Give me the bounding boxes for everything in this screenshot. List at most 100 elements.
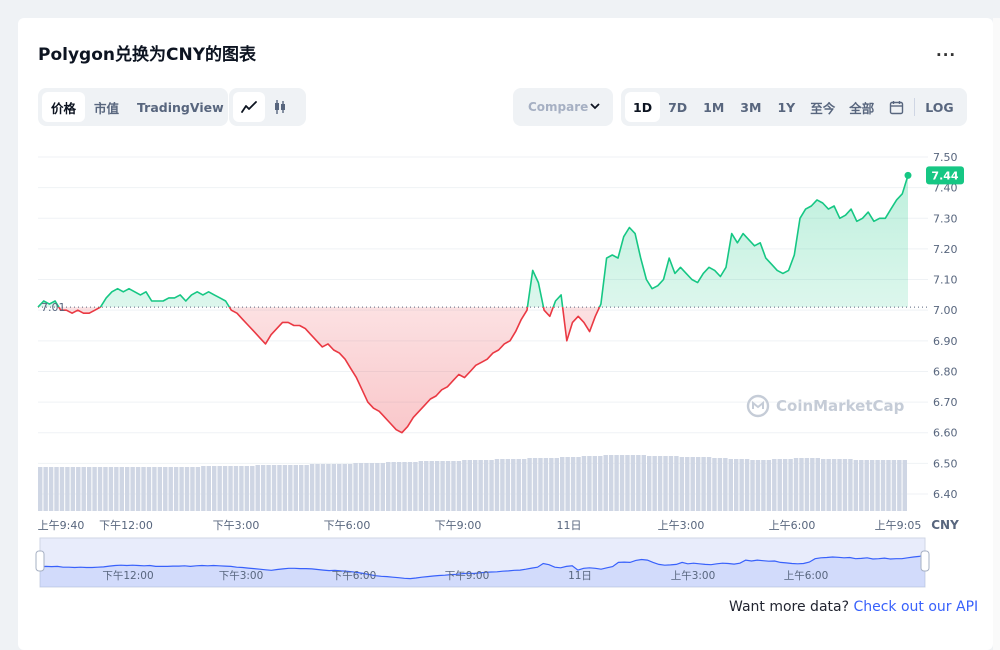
volume-bar <box>206 466 211 511</box>
volume-bar <box>97 467 103 511</box>
range-1m[interactable]: 1M <box>703 99 725 115</box>
volume-bar <box>511 459 516 511</box>
volume-bar <box>135 467 141 511</box>
navigator-tick-label: 下午9:00 <box>445 569 490 582</box>
volume-bar <box>304 465 309 511</box>
volume-bar <box>554 458 559 511</box>
tab-price[interactable]: 价格 <box>42 92 86 122</box>
tab-market-cap[interactable]: 市值 <box>94 100 120 116</box>
range-1y[interactable]: 1Y <box>777 99 796 115</box>
volume-bar <box>347 464 353 511</box>
y-tick-label: 6.40 <box>933 488 958 501</box>
volume-bar <box>636 455 641 511</box>
log-scale-toggle[interactable]: LOG <box>925 99 954 115</box>
volume-bar <box>859 460 864 511</box>
volume-bar <box>886 460 891 511</box>
volume-bar <box>364 463 369 511</box>
range-7d[interactable]: 7D <box>668 99 688 115</box>
navigator-tick-label: 下午6:00 <box>332 569 377 582</box>
volume-bar <box>717 458 723 511</box>
volume-bar <box>375 463 380 511</box>
volume-bar <box>821 459 826 511</box>
volume-bar <box>326 464 331 511</box>
range-1d[interactable]: 1D <box>625 92 661 122</box>
volume-bar <box>804 458 810 511</box>
volume-bar <box>543 458 549 511</box>
y-tick-label: 7.40 <box>933 182 958 195</box>
volume-bar <box>184 467 190 511</box>
page-title: Polygon兑换为CNY的图表 <box>38 45 257 65</box>
volume-bar <box>652 456 657 511</box>
volume-bar <box>239 466 244 511</box>
divider <box>914 98 916 116</box>
chart-type-toggle <box>229 88 306 126</box>
volume-bar <box>494 459 500 511</box>
volume-bar <box>755 460 761 511</box>
y-tick-label: 7.10 <box>933 274 958 287</box>
candlestick-icon[interactable] <box>265 92 295 122</box>
baseline-label: 7.01 <box>41 301 66 314</box>
x-tick-label: 下午9:00 <box>435 519 482 532</box>
volume-bar <box>788 459 793 511</box>
volume-bar <box>891 460 897 511</box>
line-chart-icon[interactable] <box>233 92 265 122</box>
volume-bar <box>168 467 173 511</box>
volume-bar <box>59 467 65 511</box>
volume-bar <box>570 457 576 511</box>
volume-bar <box>837 459 842 511</box>
api-link[interactable]: Check out our API <box>853 599 979 615</box>
volume-bar <box>625 455 630 511</box>
volume-bar <box>706 457 712 511</box>
range-ytd[interactable]: 至今 <box>810 100 836 116</box>
volume-bar <box>320 464 326 511</box>
volume-bar <box>92 467 97 511</box>
volume-bar <box>826 459 831 511</box>
page-edge <box>993 18 1000 650</box>
volume-bar <box>527 458 532 511</box>
calendar-icon[interactable] <box>881 92 912 122</box>
volume-bar <box>331 464 337 511</box>
volume-bar <box>473 460 478 511</box>
currency-unit-label: CNY <box>931 518 959 532</box>
y-tick-label: 7.20 <box>933 243 958 256</box>
navigator-handle-left[interactable] <box>35 550 45 572</box>
volume-bar <box>440 461 445 511</box>
volume-bar <box>119 467 124 511</box>
volume-bar <box>630 455 636 511</box>
volume-bar <box>880 460 886 511</box>
volume-bar <box>65 467 70 511</box>
more-options-button[interactable]: ··· <box>936 46 957 64</box>
compare-dropdown[interactable]: Compare <box>513 88 613 126</box>
volume-bar <box>173 467 179 511</box>
volume-bar <box>141 467 146 511</box>
volume-bar <box>386 462 391 511</box>
volume-bar <box>603 455 608 511</box>
volume-bar <box>233 466 239 511</box>
range-all[interactable]: 全部 <box>849 100 875 116</box>
volume-bar <box>358 463 364 511</box>
x-tick-label: 下午12:00 <box>99 519 153 532</box>
volume-bar <box>337 464 342 511</box>
volume-bar <box>668 456 674 511</box>
x-tick-label: 11日 <box>557 519 582 532</box>
volume-bar <box>598 456 603 511</box>
volume-bar <box>70 467 76 511</box>
x-tick-label: 上午9:05 <box>875 519 922 532</box>
volume-bar <box>799 458 804 511</box>
volume-bar <box>690 457 695 511</box>
volume-bar <box>848 459 853 511</box>
navigator-handle-right[interactable] <box>920 550 930 572</box>
volume-bar <box>445 461 451 511</box>
x-tick-label: 上午6:00 <box>769 519 816 532</box>
y-tick-label: 6.90 <box>933 335 958 348</box>
volume-bar <box>516 459 521 511</box>
volume-bar <box>402 462 407 511</box>
range-3m[interactable]: 3M <box>740 99 762 115</box>
tab-tradingview[interactable]: TradingView <box>137 99 224 115</box>
watermark-text: CoinMarketCap <box>776 397 905 415</box>
volume-bar <box>228 466 233 511</box>
volume-bar <box>728 459 733 511</box>
volume-bar <box>793 458 799 511</box>
volume-bar <box>108 467 114 511</box>
